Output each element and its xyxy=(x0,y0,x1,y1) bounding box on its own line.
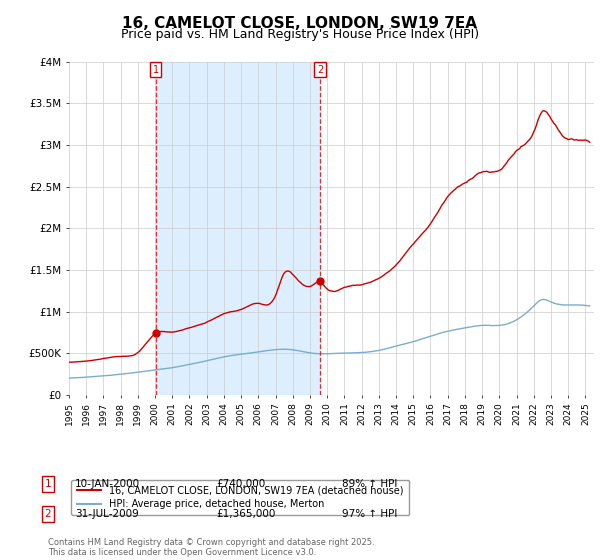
Text: 89% ↑ HPI: 89% ↑ HPI xyxy=(342,479,397,489)
Bar xyxy=(155,62,320,395)
Text: Contains HM Land Registry data © Crown copyright and database right 2025.
This d: Contains HM Land Registry data © Crown c… xyxy=(48,538,374,557)
Legend: 16, CAMELOT CLOSE, LONDON, SW19 7EA (detached house), HPI: Average price, detach: 16, CAMELOT CLOSE, LONDON, SW19 7EA (det… xyxy=(71,479,409,515)
Text: 2: 2 xyxy=(44,509,52,519)
Text: £740,000: £740,000 xyxy=(216,479,265,489)
Text: 2: 2 xyxy=(317,65,323,75)
Text: 1: 1 xyxy=(44,479,52,489)
Text: 16, CAMELOT CLOSE, LONDON, SW19 7EA: 16, CAMELOT CLOSE, LONDON, SW19 7EA xyxy=(122,16,478,31)
Text: 10-JAN-2000: 10-JAN-2000 xyxy=(75,479,140,489)
Text: 1: 1 xyxy=(152,65,158,75)
Text: 31-JUL-2009: 31-JUL-2009 xyxy=(75,509,139,519)
Text: 97% ↑ HPI: 97% ↑ HPI xyxy=(342,509,397,519)
Text: Price paid vs. HM Land Registry's House Price Index (HPI): Price paid vs. HM Land Registry's House … xyxy=(121,28,479,41)
Text: £1,365,000: £1,365,000 xyxy=(216,509,275,519)
